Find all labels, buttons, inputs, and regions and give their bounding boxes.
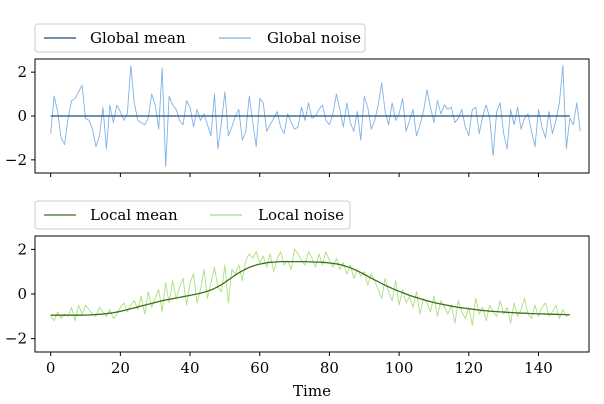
y-tick-label: 0 xyxy=(17,107,27,125)
legend-label-global-mean: Global mean xyxy=(90,29,186,47)
x-tick-label: 20 xyxy=(111,359,130,377)
legend-label-local-mean: Local mean xyxy=(90,206,178,224)
top-panel-plot-area xyxy=(50,65,581,167)
y-tick-label: 2 xyxy=(17,240,27,258)
bottom-panel-x-ticks: 0 20 40 60 80 100 120 140 xyxy=(46,352,553,377)
x-tick-label: 100 xyxy=(385,359,414,377)
top-legend-box xyxy=(34,23,366,53)
top-panel: −2 0 2 Global mean Global noise xyxy=(5,23,590,177)
x-tick-label: 80 xyxy=(320,359,339,377)
top-panel-y-ticks: −2 0 2 xyxy=(5,63,35,169)
series-line-local-noise xyxy=(50,248,571,326)
y-tick-label: 2 xyxy=(17,63,27,81)
top-panel-x-ticks xyxy=(50,173,539,177)
x-tick-label: 120 xyxy=(454,359,483,377)
top-legend: Global mean Global noise xyxy=(34,23,366,53)
y-tick-label: 0 xyxy=(17,285,27,303)
legend-label-global-noise: Global noise xyxy=(267,29,361,47)
bottom-legend: Local mean Local noise xyxy=(34,200,351,230)
series-line-local-mean xyxy=(50,260,570,316)
x-tick-label: 140 xyxy=(524,359,553,377)
bottom-legend-box xyxy=(34,200,351,230)
y-tick-label: −2 xyxy=(5,151,27,169)
x-tick-label: 60 xyxy=(250,359,269,377)
x-tick-label: 40 xyxy=(181,359,200,377)
y-tick-label: −2 xyxy=(5,330,27,348)
legend-label-local-noise: Local noise xyxy=(258,206,344,224)
bottom-panel-plot-area xyxy=(50,248,571,326)
x-axis-label: Time xyxy=(293,382,331,400)
bottom-panel-y-ticks: −2 0 2 xyxy=(5,240,35,348)
bottom-panel-frame xyxy=(34,235,590,353)
x-tick-label: 0 xyxy=(46,359,56,377)
bottom-panel: −2 0 2 0 20 40 60 80 100 120 140 Time Local mean … xyxy=(5,200,590,400)
